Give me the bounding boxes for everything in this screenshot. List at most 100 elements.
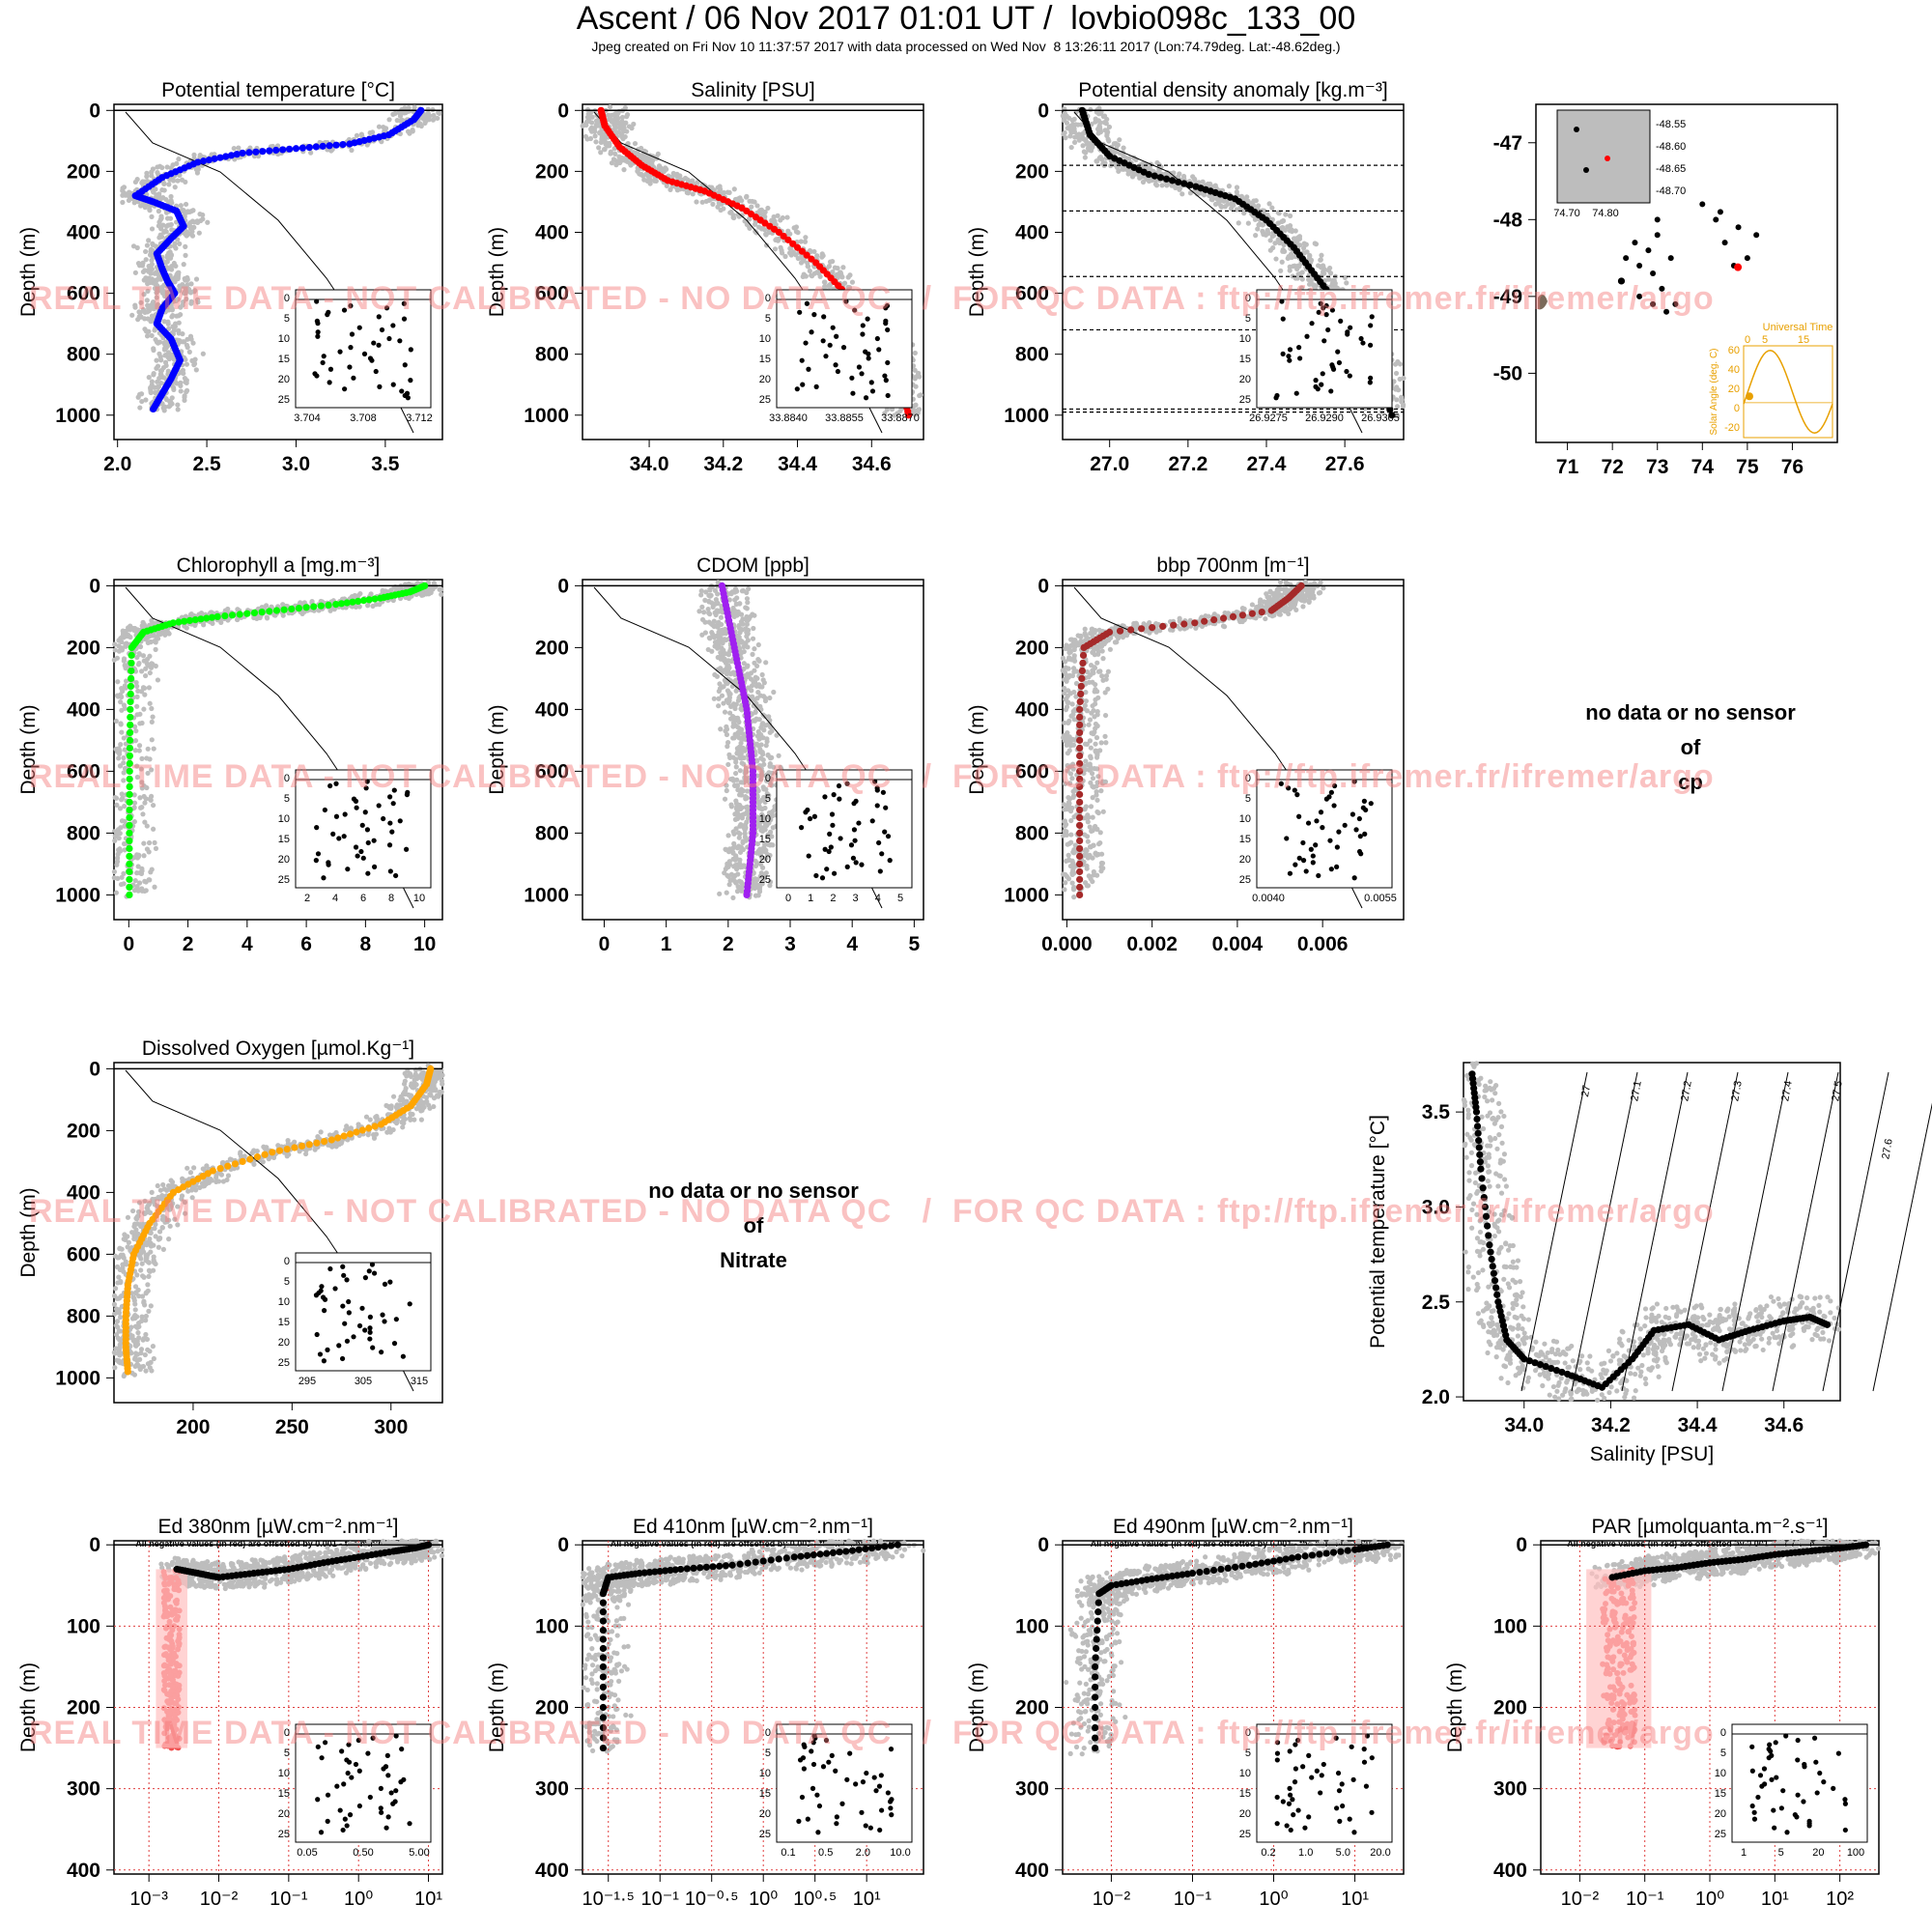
background-point	[718, 614, 724, 620]
inset-x-label: 4	[332, 893, 338, 904]
inset-point	[830, 325, 836, 330]
background-point	[817, 273, 823, 279]
background-point	[145, 281, 151, 287]
background-point	[1121, 145, 1126, 151]
background-point	[143, 276, 149, 282]
inset-point	[827, 342, 833, 348]
background-point	[183, 231, 188, 237]
background-point	[699, 199, 705, 205]
data-point	[272, 607, 281, 614]
background-point	[1299, 276, 1305, 282]
y-tick-label: 400	[535, 221, 569, 243]
x-tick-label: 34.2	[703, 453, 743, 475]
background-point	[169, 355, 175, 360]
background-point	[137, 309, 143, 316]
inset-y-label: 20	[278, 854, 290, 866]
background-point	[134, 763, 140, 769]
data-point	[127, 728, 134, 737]
background-point	[185, 222, 191, 229]
background-point	[1287, 223, 1293, 229]
background-point	[116, 648, 122, 654]
inset-point	[1318, 300, 1323, 306]
background-point	[426, 117, 432, 123]
inset-point	[1367, 380, 1373, 385]
background-point	[142, 888, 148, 895]
inset-point	[1287, 347, 1293, 353]
inset-point	[364, 827, 371, 833]
background-point	[184, 296, 189, 302]
page-title: Ascent / 06 Nov 2017 01:01 UT / lovbio09…	[576, 0, 1356, 37]
inset-y-label: 15	[278, 354, 290, 365]
background-point	[183, 277, 188, 283]
background-point	[1278, 268, 1284, 273]
background-point	[184, 342, 190, 348]
background-point	[144, 242, 151, 248]
inset-point	[345, 867, 351, 872]
zoom-map-x-label: 74.70	[1553, 208, 1580, 219]
sun-current-marker	[1746, 392, 1753, 401]
background-point	[328, 148, 334, 154]
background-point	[1121, 153, 1126, 158]
inset-x-label: 26.9305	[1361, 412, 1400, 424]
inset-point	[405, 395, 411, 401]
background-point	[1251, 198, 1257, 204]
background-point	[838, 270, 843, 276]
background-point	[830, 258, 836, 265]
inset-x-label: 33.8840	[769, 412, 808, 424]
inset-x-label: 26.9290	[1305, 412, 1344, 424]
background-point	[121, 870, 127, 877]
background-point	[739, 880, 745, 886]
y-tick-label: 400	[1015, 221, 1049, 243]
background-point	[749, 204, 754, 210]
background-point	[163, 395, 169, 402]
data-point	[126, 782, 133, 791]
background-point	[114, 862, 120, 867]
background-point	[155, 677, 161, 683]
background-point	[399, 117, 405, 123]
background-point	[121, 778, 127, 783]
background-point	[365, 603, 371, 609]
inset-point	[885, 359, 891, 366]
background-point	[760, 212, 766, 218]
background-point	[112, 838, 118, 843]
background-point	[1117, 137, 1122, 143]
background-point	[835, 266, 840, 271]
background-point	[773, 237, 779, 243]
background-point	[412, 104, 417, 110]
inset-point	[330, 831, 336, 838]
background-point	[115, 855, 121, 861]
data-point	[126, 752, 133, 760]
data-point	[272, 146, 280, 155]
background-point	[122, 663, 128, 668]
inset-point	[794, 386, 800, 392]
inset-point	[876, 347, 882, 353]
background-point	[141, 658, 147, 664]
data-point	[126, 813, 133, 822]
background-point	[149, 173, 155, 179]
background-point	[117, 831, 123, 837]
inset-y-label: 20	[1239, 374, 1251, 385]
background-point	[1236, 220, 1241, 226]
background-point	[1399, 394, 1405, 400]
background-point	[145, 746, 151, 752]
background-point	[1256, 222, 1262, 228]
background-point	[172, 185, 178, 190]
background-point	[193, 367, 199, 373]
background-point	[716, 703, 722, 709]
data-point	[305, 143, 313, 152]
background-point	[1312, 241, 1318, 246]
data-point	[317, 602, 326, 610]
inset-y-label: 10	[278, 813, 290, 825]
background-point	[163, 196, 169, 203]
data-point	[1636, 263, 1643, 270]
background-point	[298, 600, 303, 606]
background-point	[390, 111, 396, 117]
background-point	[694, 199, 699, 205]
inset-point	[333, 813, 340, 819]
data-point	[285, 145, 294, 153]
data-point	[126, 798, 133, 807]
background-point	[638, 172, 643, 178]
inset-point	[1313, 378, 1319, 384]
data-point	[266, 608, 273, 615]
